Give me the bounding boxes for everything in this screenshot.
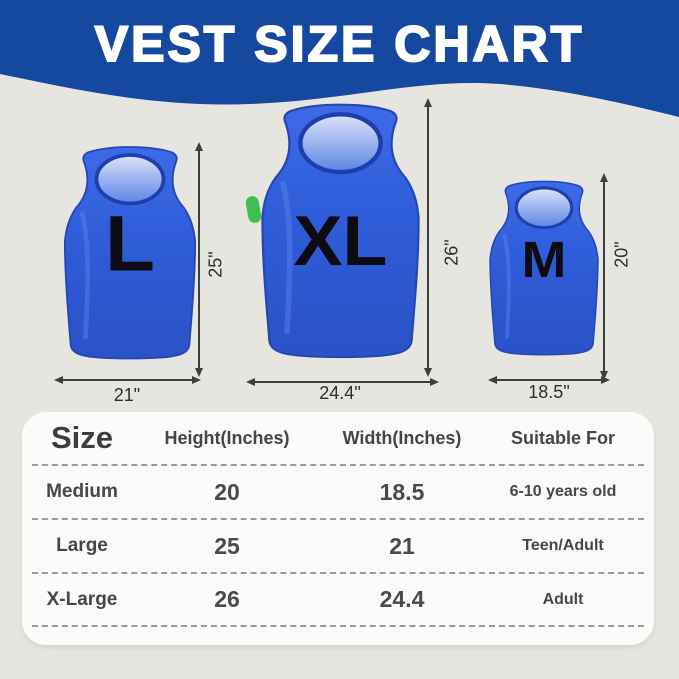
vest-medium-letter: M xyxy=(522,231,567,289)
cell-suitable: 6-10 years old xyxy=(509,483,617,500)
column-header-size: Size xyxy=(50,420,114,455)
height-label-medium: 20" xyxy=(611,241,632,268)
width-label-x-large: 24.4" xyxy=(319,383,361,403)
vest-x-large-graphic: XL xyxy=(261,103,420,359)
column-header-height: Height(Inches) xyxy=(164,427,290,448)
cell-size: Medium xyxy=(46,481,118,502)
vest-large-graphic: L xyxy=(63,146,197,360)
table-header-row: Size Height(Inches) Width(Inches) Suitab… xyxy=(32,412,644,466)
height-arrow-x-large xyxy=(424,98,432,377)
table-row: X-Large 26 24.4 Adult xyxy=(32,574,644,627)
cell-height: 20 xyxy=(214,478,240,505)
height-label-large: 25" xyxy=(205,251,226,278)
cell-suitable: Adult xyxy=(542,590,584,608)
cell-width: 21 xyxy=(389,532,415,559)
column-header-suitable: Suitable For xyxy=(510,427,615,448)
vest-medium-graphic: M xyxy=(489,180,599,356)
cell-size: Large xyxy=(56,535,108,556)
table-row: Medium 20 18.5 6-10 years old xyxy=(32,466,644,520)
height-arrow-medium xyxy=(600,173,608,380)
size-table-card: Size Height(Inches) Width(Inches) Suitab… xyxy=(22,412,654,645)
cell-height: 26 xyxy=(214,586,240,612)
page-title: VEST SIZE CHART xyxy=(94,15,585,73)
table-row: Large 25 21 Teen/Adult xyxy=(32,520,644,574)
cell-width: 24.4 xyxy=(379,586,425,612)
cell-size: X-Large xyxy=(46,588,118,610)
width-label-medium: 18.5" xyxy=(528,382,570,402)
width-arrow-x-large xyxy=(246,378,439,386)
header-wave-banner xyxy=(0,0,679,117)
vest-x-large: XL xyxy=(229,94,452,372)
cell-width: 18.5 xyxy=(379,478,425,505)
height-label-x-large: 26" xyxy=(441,239,462,266)
column-header-width: Width(Inches) xyxy=(342,427,462,448)
width-label-large: 21" xyxy=(113,385,141,405)
width-arrow-medium xyxy=(488,376,610,384)
cell-suitable: Teen/Adult xyxy=(522,537,604,554)
vest-large: L xyxy=(37,138,223,371)
vest-x-large-letter: XL xyxy=(293,202,387,280)
vest-medium: M xyxy=(467,174,621,365)
vest-large-letter: L xyxy=(105,200,155,288)
width-arrow-large xyxy=(54,376,201,384)
cell-height: 25 xyxy=(214,532,240,559)
height-arrow-large xyxy=(195,142,203,377)
